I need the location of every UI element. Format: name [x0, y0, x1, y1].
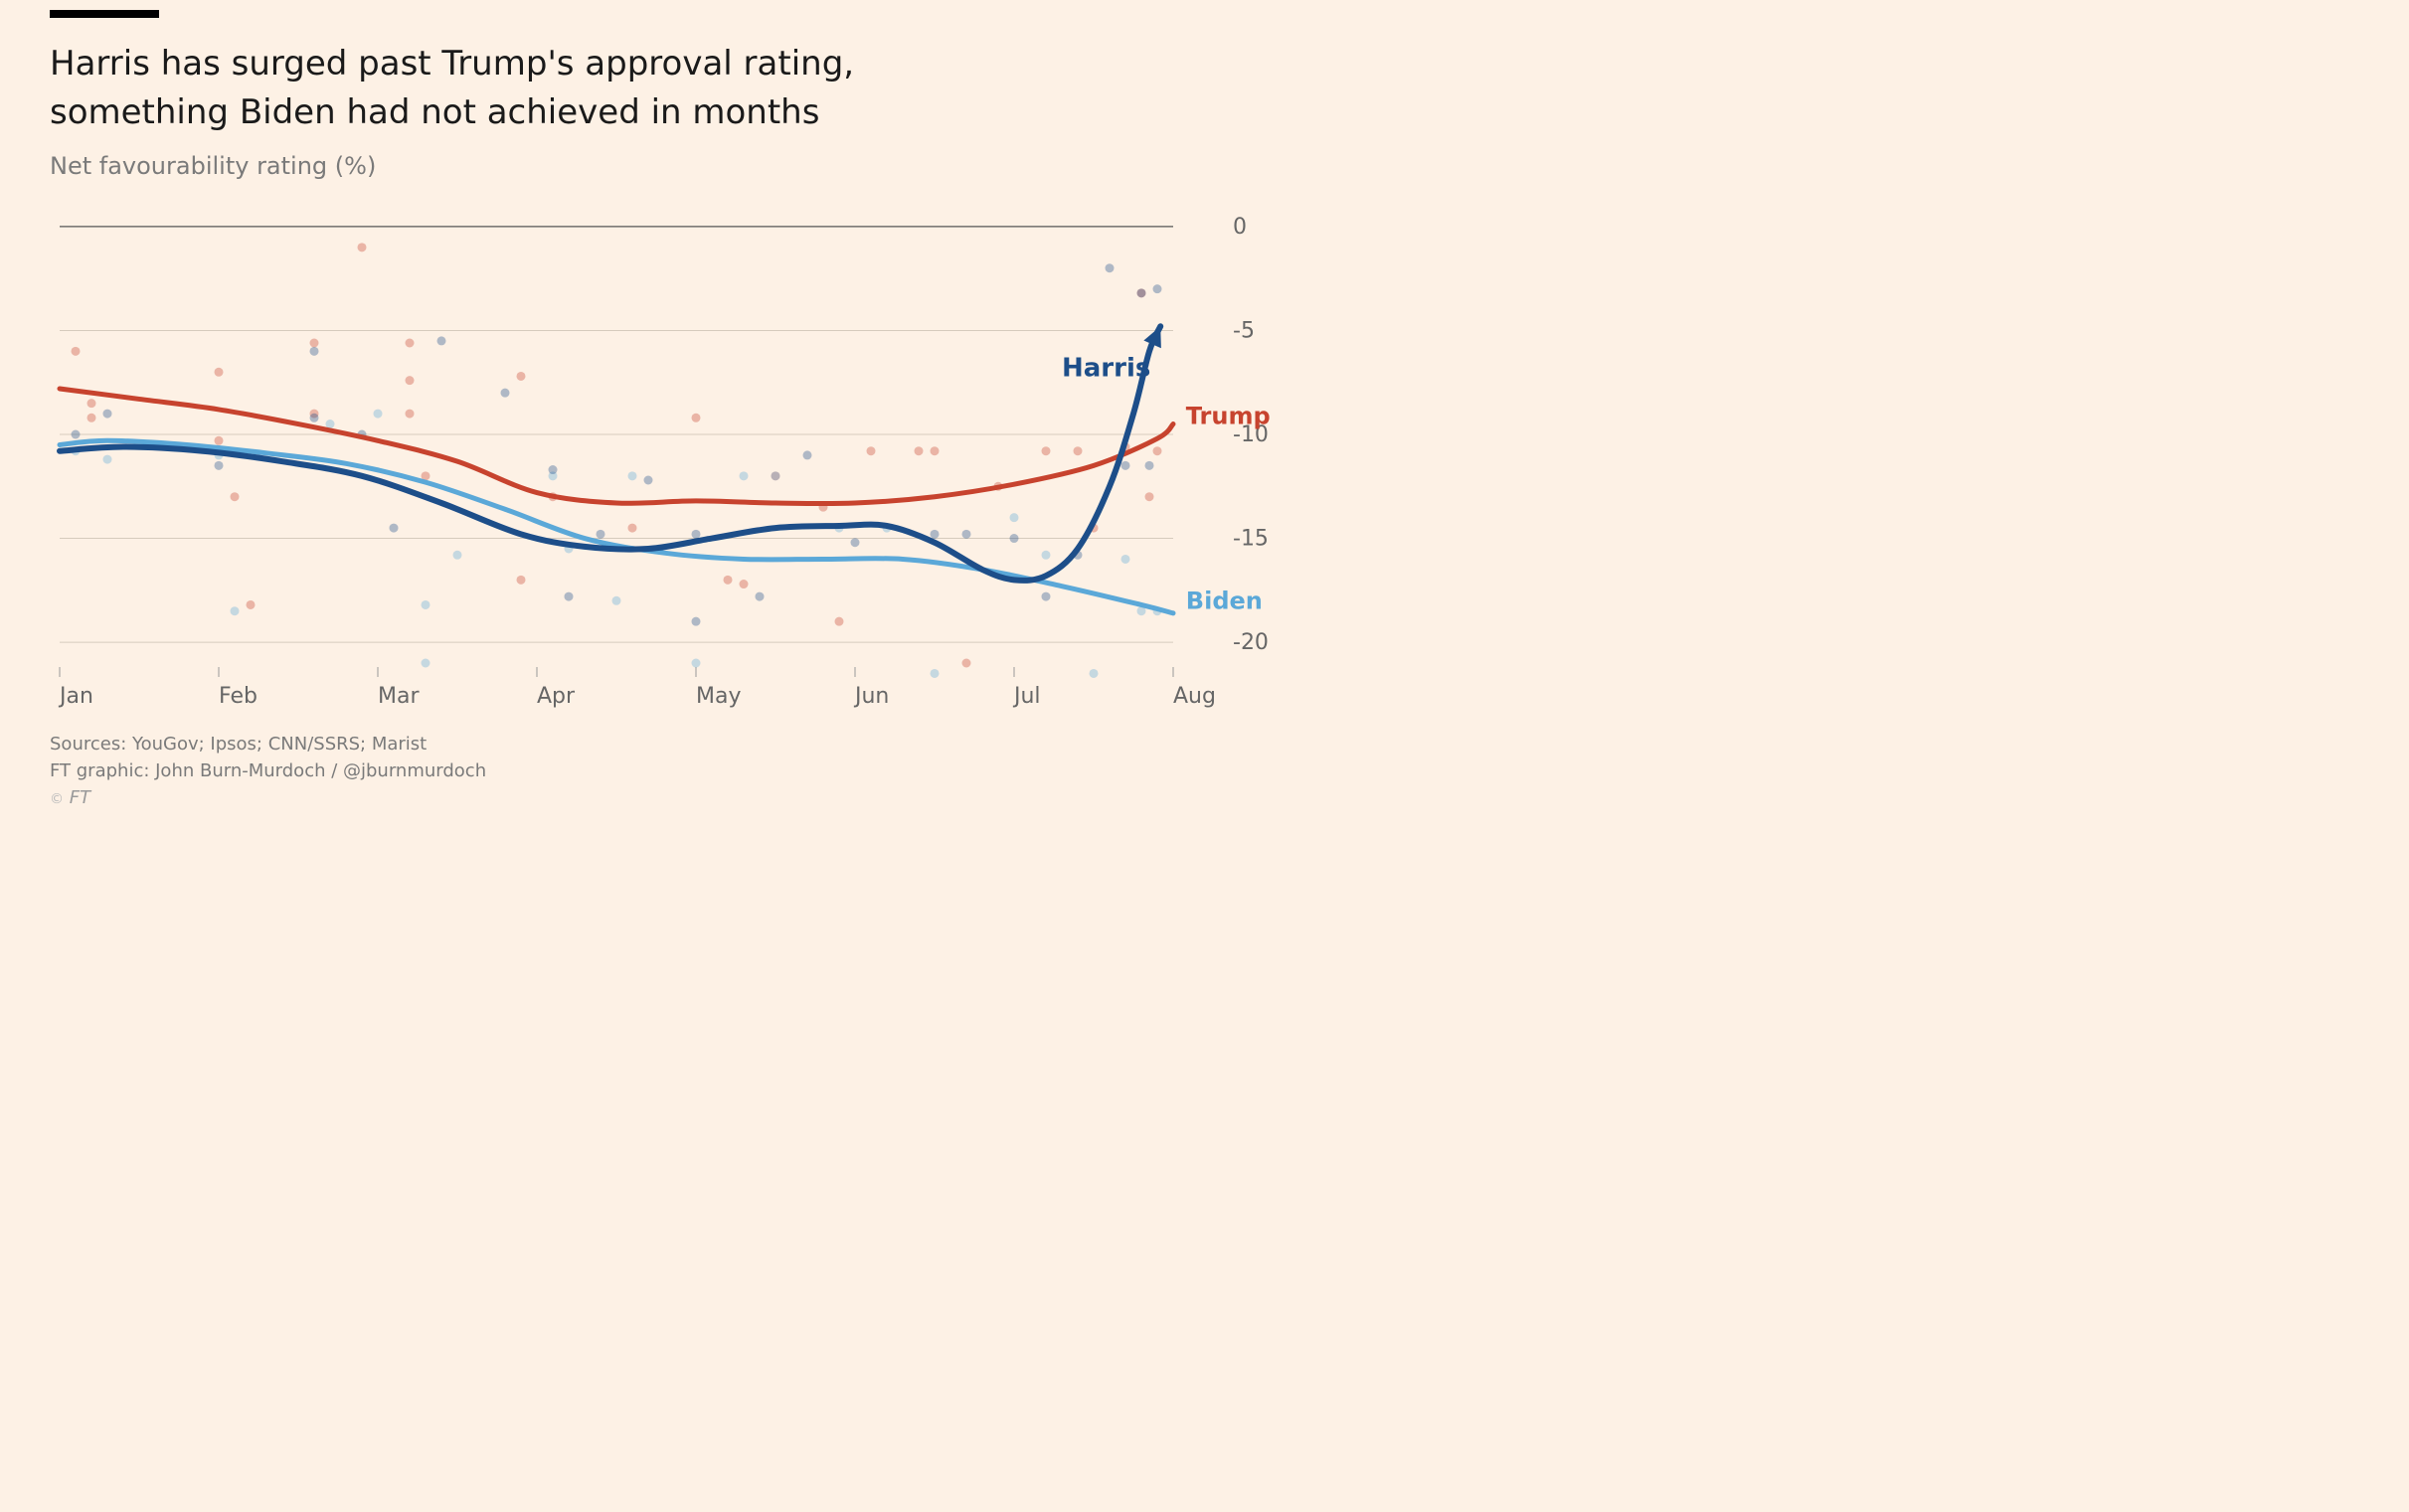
top-accent-bar	[50, 10, 159, 18]
sources-line1: Sources: YouGov; Ipsos; CNN/SSRS; Marist	[50, 731, 1325, 757]
svg-text:-5: -5	[1233, 318, 1255, 343]
svg-text:0: 0	[1233, 215, 1247, 240]
svg-text:Jul: Jul	[1012, 684, 1041, 709]
chart-title: Harris has surged past Trump's approval …	[50, 40, 945, 138]
svg-text:Jan: Jan	[58, 684, 93, 709]
svg-text:Harris: Harris	[1062, 353, 1150, 383]
chart-subtitle: Net favourability rating (%)	[50, 152, 1325, 180]
svg-text:Trump: Trump	[1186, 402, 1271, 429]
svg-text:Jun: Jun	[853, 684, 889, 709]
chart-svg: 0-5-10-15-20JanFebMarAprMayJunJulAugHarr…	[50, 196, 1322, 723]
svg-text:Feb: Feb	[219, 684, 258, 709]
svg-text:Mar: Mar	[378, 684, 420, 709]
svg-text:Aug: Aug	[1173, 684, 1216, 709]
svg-text:-20: -20	[1233, 630, 1269, 655]
chart-container: Harris has surged past Trump's approval …	[0, 0, 1375, 845]
svg-text:Apr: Apr	[537, 684, 576, 709]
sources-line2: FT graphic: John Burn-Murdoch / @jburnmu…	[50, 757, 1325, 784]
chart-plot-area: 0-5-10-15-20JanFebMarAprMayJunJulAugHarr…	[50, 196, 1322, 723]
svg-text:Biden: Biden	[1186, 587, 1263, 614]
svg-text:-15: -15	[1233, 526, 1269, 551]
svg-text:May: May	[696, 684, 741, 709]
sources-line3: © FT	[50, 784, 1325, 811]
chart-sources: Sources: YouGov; Ipsos; CNN/SSRS; Marist…	[50, 731, 1325, 811]
